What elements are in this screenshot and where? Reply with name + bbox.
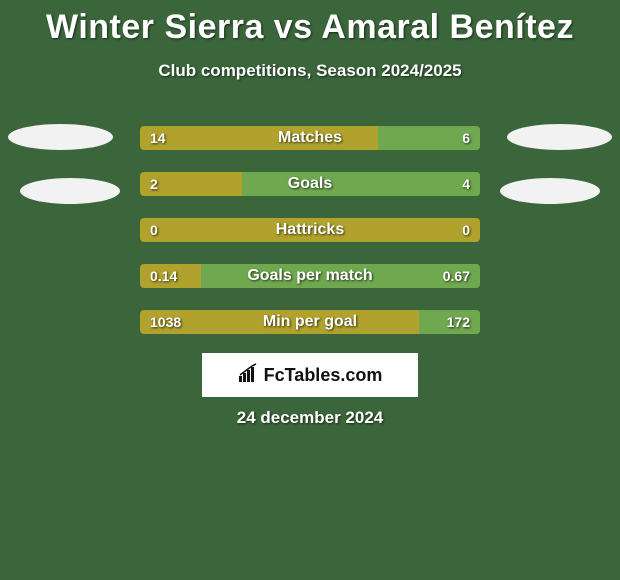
bar-chart-icon: [238, 363, 260, 388]
subtitle: Club competitions, Season 2024/2025: [0, 61, 620, 81]
comparison-chart: 146Matches 24Goals 00Hattricks 0.140.67Goal…: [140, 126, 480, 356]
player-right-placeholder-2: [500, 178, 600, 204]
stat-row: 00Hattricks: [140, 218, 480, 242]
bar-right: [201, 264, 480, 288]
player-right-placeholder-1: [507, 124, 612, 150]
date-text: 24 december 2024: [0, 408, 620, 428]
bar-right: [242, 172, 480, 196]
stat-row: 146Matches: [140, 126, 480, 150]
logo-box: FcTables.com: [202, 353, 418, 397]
player-left-placeholder-1: [8, 124, 113, 150]
logo-text: FcTables.com: [264, 365, 383, 386]
bar-right: [419, 310, 480, 334]
stat-row: 0.140.67Goals per match: [140, 264, 480, 288]
bar-left: [140, 218, 480, 242]
stat-row: 24Goals: [140, 172, 480, 196]
stat-row: 1038172Min per goal: [140, 310, 480, 334]
page-title: Winter Sierra vs Amaral Benítez: [0, 0, 620, 47]
bar-right: [378, 126, 480, 150]
player-left-placeholder-2: [20, 178, 120, 204]
